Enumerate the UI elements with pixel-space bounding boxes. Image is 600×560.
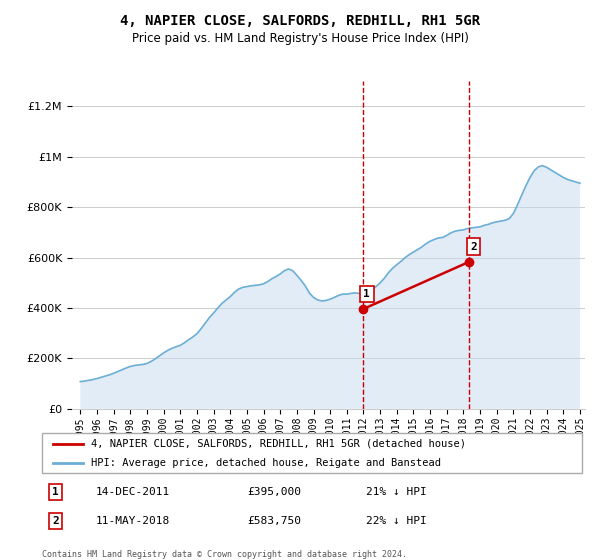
Text: 11-MAY-2018: 11-MAY-2018 [96, 516, 170, 526]
Text: Contains HM Land Registry data © Crown copyright and database right 2024.
This d: Contains HM Land Registry data © Crown c… [42, 550, 407, 560]
Text: 1: 1 [364, 289, 370, 299]
Text: £583,750: £583,750 [247, 516, 301, 526]
Text: 22% ↓ HPI: 22% ↓ HPI [366, 516, 427, 526]
Text: 21% ↓ HPI: 21% ↓ HPI [366, 487, 427, 497]
FancyBboxPatch shape [42, 433, 582, 473]
Text: HPI: Average price, detached house, Reigate and Banstead: HPI: Average price, detached house, Reig… [91, 458, 440, 468]
Text: 2: 2 [52, 516, 59, 526]
Text: £395,000: £395,000 [247, 487, 301, 497]
Text: 1: 1 [52, 487, 59, 497]
Text: Price paid vs. HM Land Registry's House Price Index (HPI): Price paid vs. HM Land Registry's House … [131, 32, 469, 45]
Text: 2: 2 [470, 241, 477, 251]
Text: 4, NAPIER CLOSE, SALFORDS, REDHILL, RH1 5GR: 4, NAPIER CLOSE, SALFORDS, REDHILL, RH1 … [120, 14, 480, 28]
Text: 14-DEC-2011: 14-DEC-2011 [96, 487, 170, 497]
Text: 4, NAPIER CLOSE, SALFORDS, REDHILL, RH1 5GR (detached house): 4, NAPIER CLOSE, SALFORDS, REDHILL, RH1 … [91, 439, 466, 449]
